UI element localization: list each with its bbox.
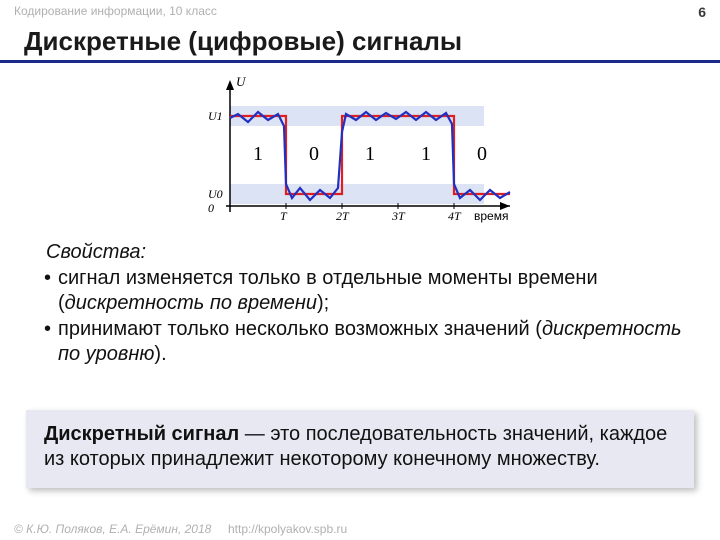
svg-text:U0: U0	[208, 187, 223, 201]
svg-text:U1: U1	[208, 109, 223, 123]
footer: © К.Ю. Поляков, Е.А. Ерёмин, 2018 http:/…	[14, 522, 347, 536]
svg-text:1: 1	[253, 143, 263, 165]
header-strip: Кодирование информации, 10 класс 6	[0, 0, 720, 22]
svg-text:0: 0	[477, 143, 487, 165]
page-number: 6	[698, 4, 706, 18]
title-rule	[0, 60, 720, 63]
signal-chart: UвремяU1U00T2T3T4T10110	[200, 66, 530, 226]
property-item: сигнал изменяется только в отдельные мом…	[46, 266, 690, 317]
property-item: принимают только несколько возможных зна…	[46, 317, 690, 368]
properties-heading: Свойства:	[46, 241, 146, 263]
svg-text:время: время	[474, 209, 508, 223]
properties-block: Свойства: сигнал изменяется только в отд…	[46, 240, 690, 368]
definition-box: Дискретный сигнал — это последовательнос…	[26, 410, 694, 488]
copyright: © К.Ю. Поляков, Е.А. Ерёмин, 2018	[14, 522, 211, 536]
svg-text:U: U	[236, 74, 247, 89]
footer-url: http://kpolyakov.spb.ru	[228, 522, 347, 536]
svg-text:T: T	[280, 209, 288, 223]
svg-text:4T: 4T	[448, 209, 462, 223]
course-label: Кодирование информации, 10 класс	[14, 4, 217, 18]
svg-text:3T: 3T	[391, 209, 406, 223]
svg-text:0: 0	[309, 143, 319, 165]
svg-text:1: 1	[365, 143, 375, 165]
svg-text:2T: 2T	[336, 209, 350, 223]
svg-text:1: 1	[421, 143, 431, 165]
svg-text:0: 0	[208, 201, 214, 215]
definition-term: Дискретный сигнал	[44, 423, 239, 445]
page-title: Дискретные (цифровые) сигналы	[24, 26, 462, 57]
